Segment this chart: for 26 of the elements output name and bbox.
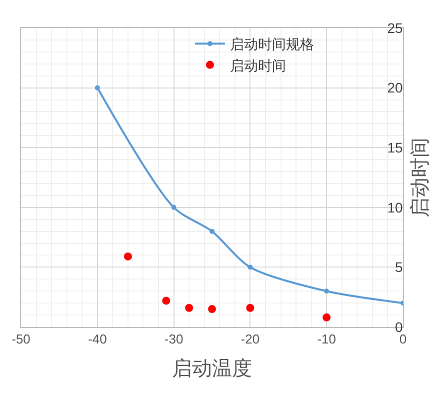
x-tick-label: -30 — [164, 332, 184, 347]
point — [210, 228, 214, 234]
point — [324, 288, 330, 294]
point — [248, 264, 253, 270]
y-tick-label: 0 — [395, 318, 404, 335]
y-axis-title: 启动时间 — [410, 138, 432, 218]
legend-label: 启动时间 — [230, 58, 286, 74]
point — [94, 85, 100, 90]
x-tick-label: -20 — [240, 332, 260, 347]
x-tick-label: -10 — [317, 332, 336, 347]
x-tick-label: -50 — [12, 332, 30, 347]
point — [185, 304, 194, 312]
y-tick-label: 5 — [395, 259, 404, 276]
y-tick-label: 25 — [387, 20, 404, 36]
point — [322, 313, 331, 322]
y-tick-label: 10 — [387, 199, 404, 216]
legend-label: 启动时间规格 — [230, 37, 314, 54]
point — [208, 305, 216, 314]
point — [124, 252, 132, 260]
x-tick-label: -40 — [88, 332, 107, 347]
point — [171, 204, 176, 210]
y-tick-label: 20 — [387, 80, 404, 96]
y-tick-label: 15 — [387, 140, 404, 156]
x-axis-title: 启动温度 — [172, 358, 252, 380]
point — [162, 296, 170, 305]
point — [246, 304, 254, 312]
